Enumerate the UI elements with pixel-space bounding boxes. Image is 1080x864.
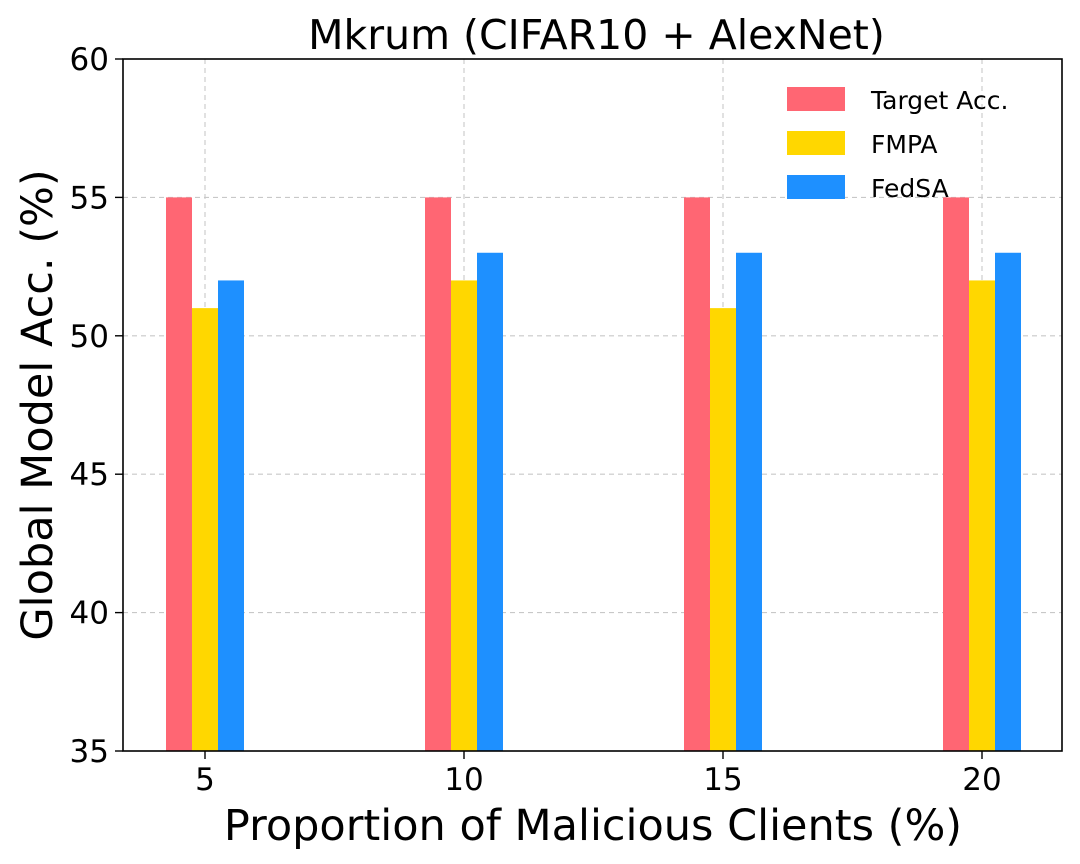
- bar: [166, 197, 192, 751]
- x-tick-label: 10: [444, 762, 483, 798]
- bar: [710, 308, 736, 751]
- bar: [736, 252, 762, 751]
- bar: [969, 280, 995, 751]
- y-tick-label: 60: [70, 42, 109, 78]
- bar: [995, 252, 1021, 751]
- bar: [477, 252, 503, 751]
- x-tick-label: 5: [195, 762, 215, 798]
- y-axis-title: Global Model Acc. (%): [13, 169, 63, 640]
- legend-label: Target Acc.: [870, 86, 1008, 115]
- x-tick-label: 20: [962, 762, 1001, 798]
- legend-swatch: [787, 87, 845, 111]
- x-tick-label: 15: [703, 762, 742, 798]
- bar: [943, 197, 969, 751]
- bar: [192, 308, 218, 751]
- y-tick-label: 35: [70, 734, 109, 770]
- bar: [218, 280, 244, 751]
- plot-frame: [122, 58, 1063, 752]
- legend-swatch: [787, 131, 845, 155]
- y-tick-label: 40: [70, 596, 109, 632]
- axis-ticks: 35 40 45 50 55 60 5 10 15 20: [70, 42, 1002, 798]
- bar: [684, 197, 710, 751]
- legend-swatch: [787, 175, 845, 199]
- y-tick-label: 50: [70, 319, 109, 355]
- legend: Target Acc. FMPA FedSA: [787, 86, 1008, 203]
- y-tick-label: 45: [70, 457, 109, 493]
- legend-label: FedSA: [871, 174, 949, 203]
- chart-title: Mkrum (CIFAR10 + AlexNet): [308, 11, 885, 59]
- y-tick-label: 55: [70, 180, 109, 216]
- legend-label: FMPA: [871, 130, 938, 159]
- x-axis-title: Proportion of Malicious Clients (%): [224, 801, 962, 851]
- bar: [425, 197, 451, 751]
- bar: [451, 280, 477, 751]
- bars: [166, 197, 1021, 751]
